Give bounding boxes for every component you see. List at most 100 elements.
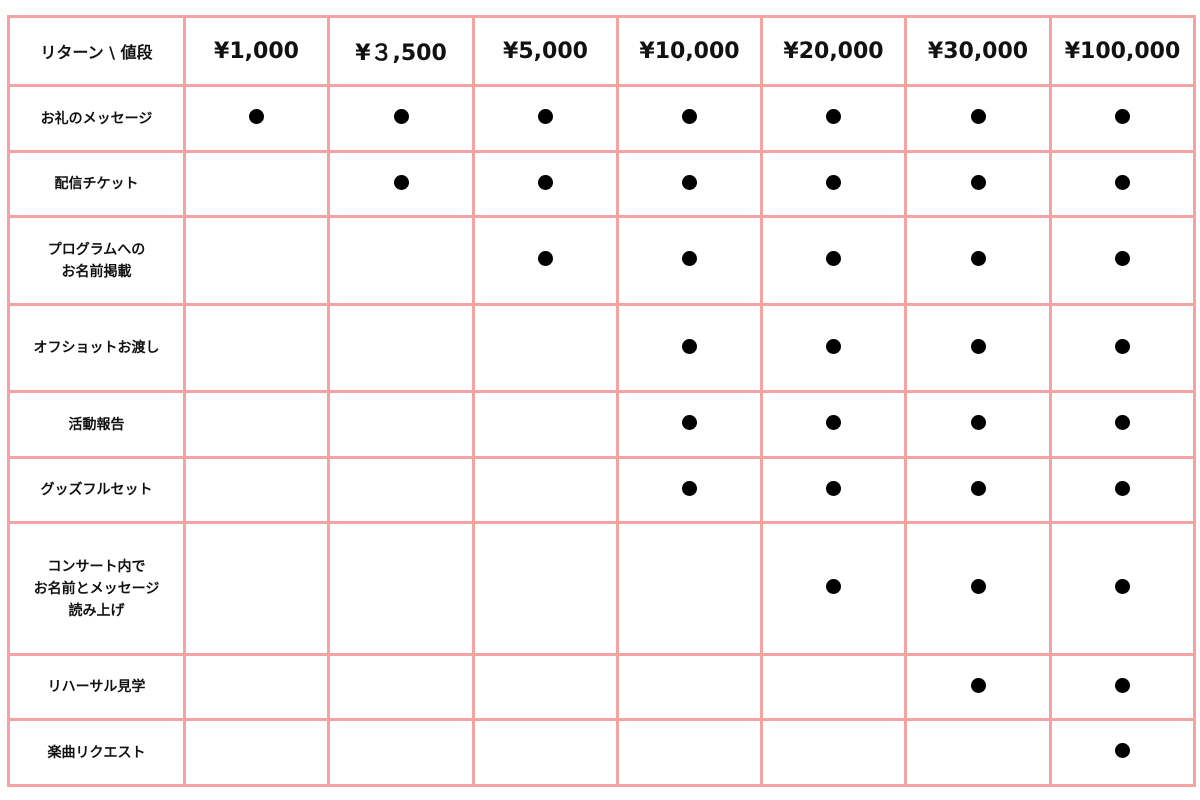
included-mark-icon — [970, 579, 986, 594]
tier-cell — [904, 718, 1052, 787]
return-label: オフショットお渡し — [7, 303, 186, 393]
included-mark-icon — [826, 251, 841, 266]
tier-cell — [1049, 84, 1196, 153]
tier-cell — [616, 653, 763, 721]
tier-cell — [183, 456, 330, 524]
tier-cell — [616, 521, 763, 656]
table-row: プログラムへの お名前掲載 — [7, 215, 1196, 306]
return-label-line: 活動報告 — [68, 416, 125, 433]
included-mark-icon — [538, 174, 553, 190]
tier-cell — [472, 84, 619, 153]
tier-cell — [183, 718, 330, 787]
included-mark-icon — [1115, 677, 1130, 693]
tier-cell — [183, 303, 330, 393]
included-mark-icon — [1115, 743, 1130, 758]
return-label: 楽曲リクエスト — [7, 718, 186, 787]
included-mark-icon — [1115, 415, 1130, 430]
included-mark-icon — [970, 109, 986, 124]
tier-cell — [904, 84, 1052, 153]
return-label-line: 配信チケット — [54, 176, 139, 192]
table-row: 楽曲リクエスト — [7, 718, 1196, 787]
tier-cell — [327, 521, 475, 656]
return-label-line: 楽曲リクエスト — [47, 744, 146, 761]
tier-cell — [1049, 653, 1196, 721]
price-header: ¥30,000 — [904, 15, 1052, 87]
included-mark-icon — [826, 579, 841, 594]
return-label-line: お礼のメッセージ — [40, 110, 153, 127]
tier-cell — [616, 303, 763, 393]
tier-cell — [616, 718, 763, 787]
price-header: ¥20,000 — [760, 15, 907, 87]
return-label: 配信チケット — [7, 150, 186, 218]
table-row: リハーサル見学 — [7, 653, 1196, 721]
return-label-line: グッズフルセット — [40, 482, 153, 498]
tier-cell — [904, 653, 1052, 721]
table-row: コンサート内で お名前とメッセージ 読み上げ — [7, 521, 1196, 656]
included-mark-icon — [1115, 174, 1130, 190]
tier-cell — [616, 150, 763, 218]
tier-cell — [472, 303, 619, 393]
tier-cell — [904, 215, 1052, 306]
tier-cell — [760, 653, 907, 721]
tier-cell — [327, 84, 475, 153]
tier-cell — [327, 653, 475, 721]
table-row: お礼のメッセージ — [7, 84, 1196, 153]
tier-cell — [616, 390, 763, 459]
tier-cell — [760, 84, 907, 153]
tier-cell — [760, 521, 907, 656]
return-label: お礼のメッセージ — [7, 84, 186, 153]
included-mark-icon — [682, 251, 697, 266]
tier-cell — [472, 150, 619, 218]
included-mark-icon — [970, 251, 986, 266]
tier-cell — [760, 215, 907, 306]
tier-cell — [183, 215, 330, 306]
included-mark-icon — [249, 109, 264, 124]
included-mark-icon — [1115, 109, 1130, 124]
tier-cell — [1049, 150, 1196, 218]
table-row: オフショットお渡し — [7, 303, 1196, 393]
included-mark-icon — [682, 480, 697, 496]
tier-cell — [616, 215, 763, 306]
included-mark-icon — [1115, 579, 1130, 594]
return-label-line: プログラムへの — [47, 241, 146, 258]
corner-header: リターン \ 値段 — [7, 15, 186, 87]
tier-cell — [904, 150, 1052, 218]
included-mark-icon — [970, 480, 986, 496]
included-mark-icon — [682, 415, 697, 430]
price-header: ¥10,000 — [616, 15, 763, 87]
return-label: 活動報告 — [7, 390, 186, 459]
tier-cell — [904, 303, 1052, 393]
included-mark-icon — [970, 677, 986, 693]
tier-cell — [472, 521, 619, 656]
tier-cell — [1049, 521, 1196, 656]
tier-cell — [327, 150, 475, 218]
tier-cell — [183, 150, 330, 218]
return-label: リハーサル見学 — [7, 653, 186, 721]
return-label: コンサート内で お名前とメッセージ 読み上げ — [7, 521, 186, 656]
included-mark-icon — [1115, 480, 1130, 496]
tier-cell — [472, 390, 619, 459]
return-label-line: お名前とメッセージ — [33, 580, 160, 597]
table-row: 配信チケット — [7, 150, 1196, 218]
return-label-line: お名前掲載 — [61, 263, 132, 280]
tier-cell — [327, 303, 475, 393]
included-mark-icon — [682, 174, 697, 190]
tier-cell — [472, 653, 619, 721]
included-mark-icon — [970, 415, 986, 430]
tier-cell — [1049, 718, 1196, 787]
tier-cell — [472, 456, 619, 524]
tier-cell — [904, 390, 1052, 459]
tier-cell — [472, 215, 619, 306]
tier-cell — [760, 718, 907, 787]
included-mark-icon — [682, 109, 697, 124]
return-label-line: リハーサル見学 — [47, 679, 146, 695]
tier-cell — [1049, 390, 1196, 459]
tier-cell — [760, 150, 907, 218]
tier-cell — [1049, 456, 1196, 524]
included-mark-icon — [1115, 251, 1130, 266]
tier-cell — [327, 215, 475, 306]
tier-cell — [183, 390, 330, 459]
table-row: グッズフルセット — [7, 456, 1196, 524]
included-mark-icon — [826, 480, 841, 496]
included-mark-icon — [538, 109, 553, 124]
